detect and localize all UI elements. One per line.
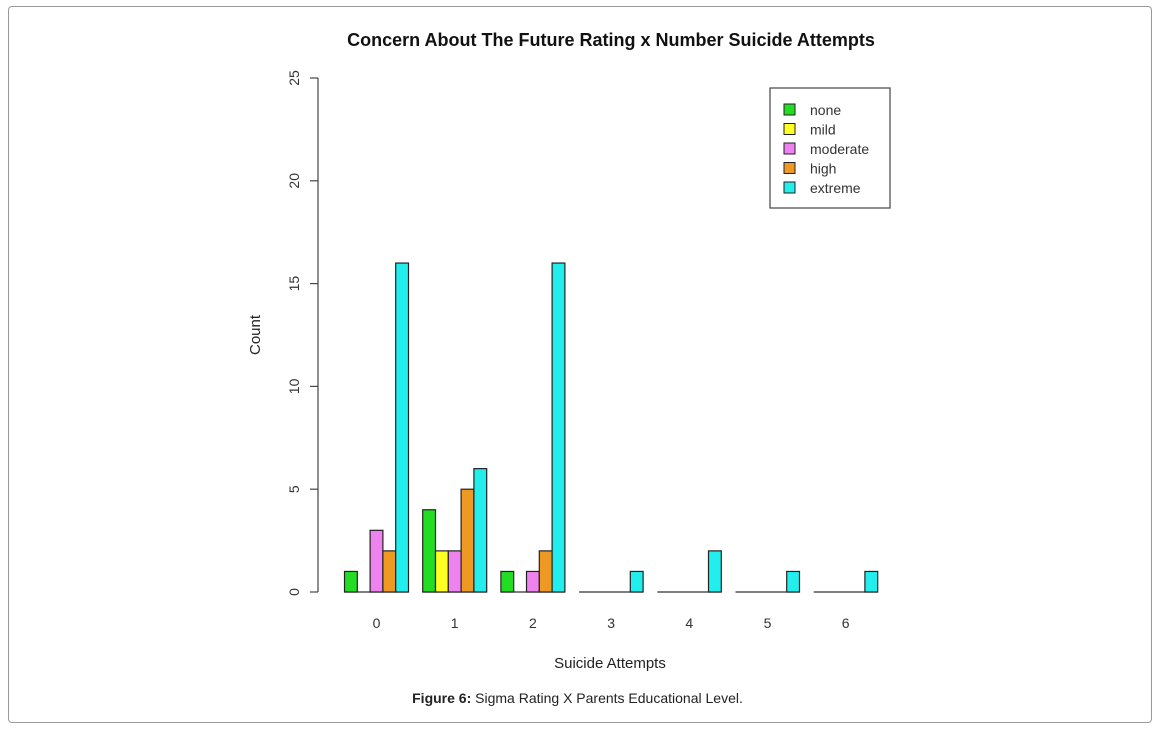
y-axis-label: Count xyxy=(247,314,264,355)
caption-label: Figure 6: xyxy=(412,690,472,706)
x-tick-label: 0 xyxy=(373,615,381,631)
legend-swatch-mild xyxy=(783,123,796,135)
x-tick-label: 3 xyxy=(607,615,615,631)
bar-extreme-2 xyxy=(551,262,566,593)
bar-mild-1 xyxy=(434,550,449,593)
legend-swatch-none xyxy=(783,103,796,116)
bar-extreme-5 xyxy=(786,570,801,593)
y-tick-label: 5 xyxy=(286,485,302,493)
bar-moderate-2 xyxy=(525,570,540,593)
y-tick-label: 20 xyxy=(286,173,302,189)
x-tick-label: 4 xyxy=(685,615,693,631)
legend-swatch-extreme xyxy=(783,181,796,194)
bar-high-0 xyxy=(382,550,397,593)
chart-title: Concern About The Future Rating x Number… xyxy=(347,30,875,50)
bar-none-0 xyxy=(343,570,358,593)
bar-moderate-1 xyxy=(447,550,462,593)
bar-high-2 xyxy=(538,550,553,593)
bar-extreme-6 xyxy=(864,570,879,593)
figure-caption: Figure 6: Sigma Rating X Parents Educati… xyxy=(0,690,1155,706)
legend-swatch-moderate xyxy=(783,142,796,155)
legend-label-extreme: extreme xyxy=(810,180,861,196)
bar-extreme-4 xyxy=(707,550,722,593)
figure-frame xyxy=(8,6,1152,723)
x-tick-label: 5 xyxy=(764,615,772,631)
y-tick-label: 15 xyxy=(286,276,302,292)
y-tick-label: 0 xyxy=(286,588,302,596)
y-tick-label: 10 xyxy=(286,378,302,394)
caption-text: Sigma Rating X Parents Educational Level… xyxy=(475,690,743,706)
bar-moderate-0 xyxy=(369,529,384,593)
legend-label-mild: mild xyxy=(810,122,836,138)
x-axis-label: Suicide Attempts xyxy=(554,655,666,672)
legend-swatch-high xyxy=(783,162,796,174)
bar-extreme-3 xyxy=(629,570,644,593)
bar-high-1 xyxy=(460,488,475,593)
bar-chart: Concern About The Future Rating x Number… xyxy=(247,30,891,672)
legend-label-moderate: moderate xyxy=(810,141,869,157)
bar-none-2 xyxy=(500,570,515,593)
y-tick-label: 25 xyxy=(286,70,302,86)
legend-label-none: none xyxy=(810,102,841,118)
x-tick-label: 2 xyxy=(529,615,537,631)
x-tick-label: 6 xyxy=(842,615,850,631)
bar-none-1 xyxy=(422,509,437,593)
bar-extreme-1 xyxy=(473,468,488,593)
bar-extreme-0 xyxy=(395,262,410,593)
x-tick-label: 1 xyxy=(451,615,459,631)
legend-label-high: high xyxy=(810,161,836,177)
legend: none mild moderate high extreme xyxy=(769,87,891,209)
